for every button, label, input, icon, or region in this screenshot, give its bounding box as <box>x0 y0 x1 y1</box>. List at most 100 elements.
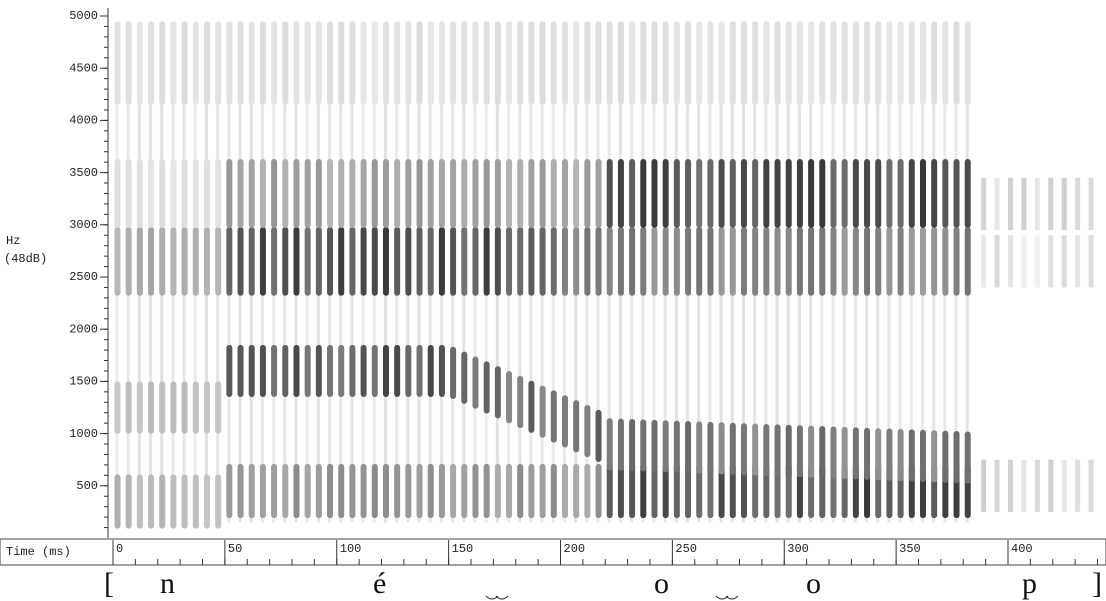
formant-pulse <box>696 21 703 105</box>
formant-pulse <box>584 463 591 519</box>
formant-pulse <box>304 21 311 105</box>
formant-pulse <box>629 21 636 105</box>
noise <box>981 177 987 231</box>
formant-pulse <box>830 226 837 296</box>
formant-pulse <box>148 226 155 296</box>
formant-pulse <box>125 474 132 529</box>
formant-pulse <box>752 423 759 476</box>
formant-pulse <box>852 21 859 105</box>
formant-pulse <box>181 474 188 529</box>
noise <box>1008 459 1013 512</box>
formant-pulse <box>114 21 121 105</box>
formant-pulse <box>696 421 703 474</box>
formant-pulse <box>897 428 904 482</box>
formant-pulse <box>148 21 155 105</box>
formant-pulse <box>114 159 121 228</box>
formant-pulse <box>763 21 770 105</box>
formant-pulse <box>148 474 155 529</box>
formant-pulse <box>550 390 557 443</box>
formant-pulse <box>226 159 233 228</box>
formant-pulse <box>405 21 412 105</box>
formant-pulse <box>226 463 233 519</box>
formant-pulse <box>662 226 669 296</box>
formant-pulse <box>718 422 725 475</box>
formant-pulse <box>539 385 546 438</box>
formant-pulse <box>539 226 546 296</box>
formant-pulse <box>640 419 647 472</box>
formant-pulse <box>483 21 490 105</box>
formant-pulse <box>237 226 244 296</box>
formant-pulse <box>450 463 457 519</box>
formant-pulse <box>237 159 244 228</box>
formant-pulse <box>203 21 210 105</box>
formant-pulse <box>517 21 524 105</box>
formant-pulse <box>472 463 479 519</box>
formant-pulse <box>338 159 345 228</box>
formant-pulse <box>259 159 266 228</box>
formant-pulse <box>427 226 434 296</box>
x-tick-label: 250 <box>675 542 697 556</box>
formant-pulse <box>136 474 143 529</box>
formant-pulse <box>606 159 613 228</box>
formant-pulse <box>215 159 222 228</box>
formant-pulse <box>405 344 412 398</box>
formant-pulse <box>494 463 501 519</box>
formant-pulse <box>461 351 468 404</box>
formant-pulse <box>394 344 401 398</box>
formant-pulse <box>483 159 490 228</box>
y-tick-label: 4500 <box>69 61 98 75</box>
transcription-symbol: o <box>806 567 821 600</box>
formant-pulse <box>528 21 535 105</box>
formant-pulse <box>897 226 904 296</box>
formant-pulse <box>136 21 143 105</box>
formant-pulse <box>707 421 714 475</box>
formant-pulse <box>875 226 882 296</box>
formant-pulse <box>438 344 445 398</box>
formant-pulse <box>517 159 524 228</box>
formant-pulse <box>864 427 871 480</box>
noise <box>994 177 1000 231</box>
formant-pulse <box>248 21 255 105</box>
formant-pulse <box>237 463 244 519</box>
formant-pulse <box>808 159 815 228</box>
formant-pulse <box>629 463 636 519</box>
formant-pulse <box>550 159 557 228</box>
noise <box>1021 177 1027 231</box>
formant-pulse <box>203 159 210 228</box>
formant-pulse <box>852 427 859 480</box>
formant-pulse <box>148 381 155 434</box>
noise <box>1021 235 1027 288</box>
formant-pulse <box>248 159 255 228</box>
formant-pulse <box>125 381 132 434</box>
x-tick-label: 150 <box>452 542 474 556</box>
formant-pulse <box>774 21 781 105</box>
formant-pulse <box>640 226 647 296</box>
y-axis-label: Hz <box>6 234 20 248</box>
formant-pulse <box>561 226 568 296</box>
formant-pulse <box>696 159 703 228</box>
formant-pulse <box>595 409 602 463</box>
formant-pulse <box>931 430 938 483</box>
formant-pulse <box>875 428 882 481</box>
formant-pulse <box>349 463 356 519</box>
formant-pulse <box>584 226 591 296</box>
formant-pulse <box>752 226 759 296</box>
formant-pulse <box>830 159 837 228</box>
y-tick-label: 3000 <box>69 218 98 232</box>
formant-pulse <box>427 159 434 228</box>
noise <box>1088 235 1094 288</box>
formant-pulse <box>327 159 334 228</box>
y-tick-label: 500 <box>76 479 98 493</box>
formant-pulse <box>584 21 591 105</box>
formant-pulse <box>673 226 680 296</box>
formant-pulse <box>729 159 736 228</box>
formant-pulse <box>528 380 535 433</box>
formant-pulse <box>114 381 121 434</box>
formant-pulse <box>942 226 949 296</box>
formant-pulse <box>506 159 513 228</box>
formant-pulse <box>371 344 378 398</box>
noise <box>994 459 1000 512</box>
formant-pulse <box>763 159 770 228</box>
noise <box>981 235 987 288</box>
